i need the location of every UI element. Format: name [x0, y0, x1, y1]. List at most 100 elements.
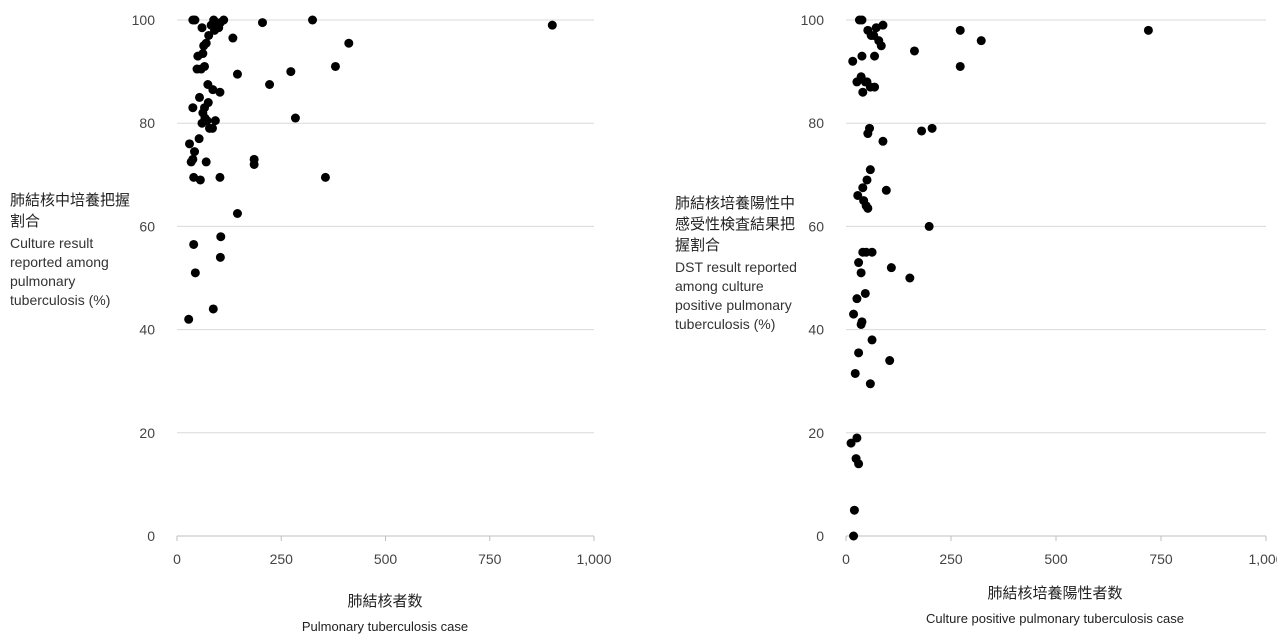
right-data-point	[862, 77, 872, 87]
y-axis-label-left-jp: 肺結核中培養把握割合	[10, 191, 131, 230]
left-x-tick-label: 0	[173, 551, 181, 567]
left-data-point	[200, 61, 210, 71]
right-data-point	[860, 77, 870, 87]
y-axis-label-right-jp: 肺結核培養陽性中感受性検査結果把握割合	[675, 194, 796, 254]
left-data-point	[188, 154, 198, 164]
right-data-point	[878, 20, 888, 30]
left-data-point	[214, 23, 224, 33]
x-axis-label-left-jp: 肺結核者数	[347, 592, 423, 610]
right-data-point	[865, 123, 875, 133]
left-x-tick-label: 750	[478, 551, 502, 567]
right-data-point	[863, 25, 873, 35]
right-data-point	[976, 36, 986, 46]
left-data-point	[257, 18, 267, 28]
left-x-tick-label: 1,000	[576, 551, 611, 567]
x-axis-label-right: 肺結核培養陽性者数 Culture positive pulmonary tub…	[845, 582, 1265, 626]
right-data-point	[849, 531, 859, 541]
left-data-point	[201, 157, 211, 167]
left-data-point	[265, 80, 275, 89]
right-x-tick-label: 250	[939, 551, 963, 567]
left-data-point	[210, 116, 220, 126]
left-y-tick-label: 80	[139, 115, 155, 131]
right-data-point	[924, 221, 934, 231]
x-axis-label-left-en: Pulmonary tuberculosis case	[301, 619, 469, 634]
right-data-point	[874, 36, 884, 46]
left-data-point	[188, 103, 198, 113]
right-data-point	[867, 247, 877, 257]
right-x-tick-label: 750	[1149, 551, 1173, 567]
right-y-tick-label: 60	[808, 218, 824, 234]
right-data-point	[859, 196, 869, 206]
x-axis-label-right-jp: 肺結核培養陽性者数	[987, 584, 1123, 602]
x-axis-label-right-en: Culture positive pulmonary tuberculosis …	[926, 611, 1184, 626]
left-data-point	[198, 49, 208, 59]
right-data-point	[852, 294, 862, 304]
right-data-point	[955, 25, 965, 35]
right-data-point	[927, 123, 937, 133]
left-data-point	[232, 209, 242, 218]
left-data-point	[184, 314, 194, 324]
right-data-point	[854, 15, 864, 25]
right-data-point	[858, 247, 868, 257]
right-data-point	[878, 136, 888, 146]
left-data-point	[203, 80, 213, 89]
right-data-point	[881, 185, 891, 195]
left-y-tick-label: 0	[147, 528, 155, 544]
right-data-point	[852, 433, 862, 443]
right-data-point	[851, 454, 861, 464]
left-data-point	[195, 92, 205, 102]
right-data-point	[854, 258, 864, 268]
left-data-point	[320, 172, 330, 182]
left-y-tick-label: 60	[139, 218, 155, 234]
left-y-tick-label: 100	[132, 12, 156, 28]
right-data-point	[848, 56, 858, 66]
right-data-point	[857, 15, 867, 25]
right-data-point	[857, 317, 867, 327]
right-y-tick-label: 100	[801, 12, 825, 28]
y-axis-label-left-en: Culture result reported among pulmonary …	[10, 235, 111, 308]
left-data-point	[547, 20, 557, 30]
left-data-point	[232, 69, 242, 79]
right-data-point	[849, 505, 859, 515]
right-x-tick-label: 1,000	[1248, 551, 1277, 567]
left-data-point	[197, 23, 207, 33]
left-data-point	[286, 67, 296, 77]
left-data-point	[195, 175, 205, 185]
left-data-point	[330, 61, 340, 71]
left-data-point	[308, 15, 318, 25]
right-data-point	[955, 61, 965, 71]
right-data-point	[1143, 25, 1153, 35]
left-y-tick-label: 40	[139, 322, 155, 338]
left-data-point	[215, 87, 225, 97]
right-data-point	[905, 273, 915, 283]
left-data-point	[194, 134, 204, 144]
right-data-point	[861, 201, 871, 211]
x-axis-label-left: 肺結核者数 Pulmonary tuberculosis case	[175, 590, 595, 634]
left-data-point	[190, 15, 200, 25]
right-data-point	[856, 72, 866, 82]
left-data-point	[216, 232, 226, 242]
right-data-point	[870, 51, 880, 61]
right-data-point	[858, 87, 868, 97]
right-y-tick-label: 40	[808, 322, 824, 338]
right-data-point	[860, 288, 870, 298]
right-data-point	[869, 30, 879, 40]
left-data-point	[215, 172, 225, 182]
right-x-tick-label: 0	[842, 551, 850, 567]
left-data-point	[201, 38, 211, 48]
y-axis-label-right: 肺結核培養陽性中感受性検査結果把握割合 DST result reported …	[675, 193, 803, 334]
left-data-point	[204, 30, 214, 40]
right-data-point	[917, 126, 927, 136]
left-data-point	[207, 123, 217, 133]
right-data-point	[885, 356, 895, 366]
right-data-point	[856, 319, 866, 329]
left-data-point	[185, 139, 195, 149]
right-data-point	[886, 263, 896, 273]
left-data-point	[290, 113, 300, 123]
right-data-point	[870, 82, 880, 92]
right-data-point	[857, 51, 867, 61]
right-data-point	[862, 175, 872, 185]
right-data-point	[865, 165, 875, 175]
left-y-tick-label: 20	[139, 425, 155, 441]
